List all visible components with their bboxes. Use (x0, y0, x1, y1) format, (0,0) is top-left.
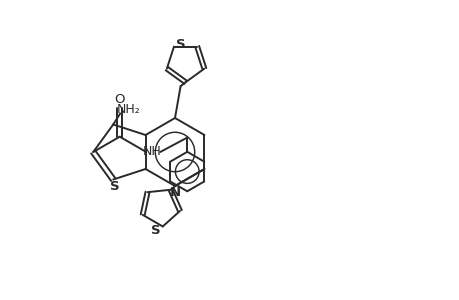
Text: N: N (169, 187, 180, 200)
Text: S: S (176, 38, 185, 51)
Text: S: S (151, 224, 160, 237)
Text: NH₂: NH₂ (116, 103, 140, 116)
Text: NH: NH (143, 145, 161, 158)
Text: O: O (114, 93, 125, 106)
Text: S: S (110, 180, 120, 193)
